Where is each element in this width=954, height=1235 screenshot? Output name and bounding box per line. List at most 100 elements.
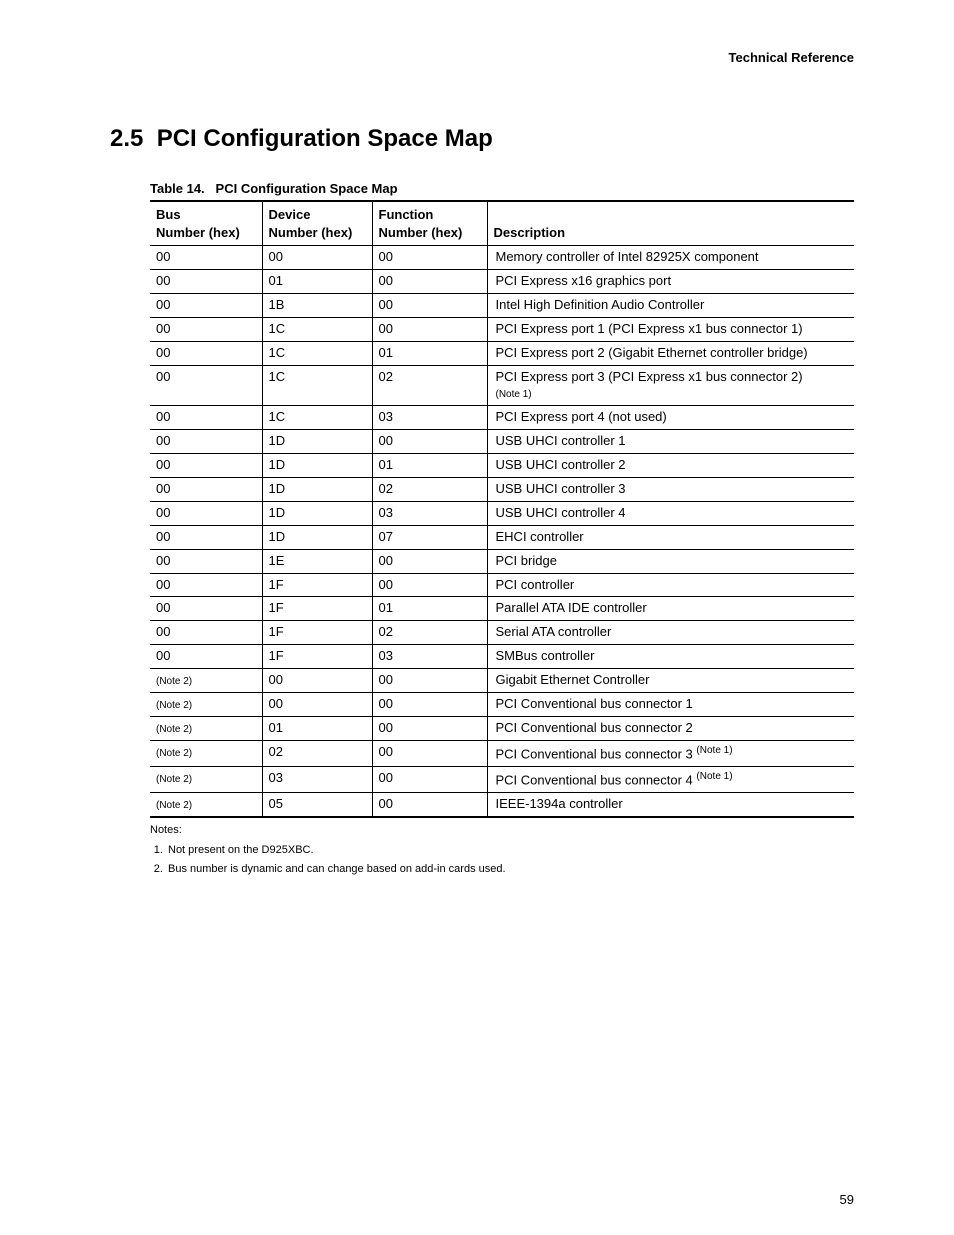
- cell-description: PCI Express x16 graphics port: [487, 269, 854, 293]
- table-row: 001D02USB UHCI controller 3: [150, 478, 854, 502]
- table-row: (Note 2)0500IEEE-1394a controller: [150, 793, 854, 817]
- cell-bus: 00: [150, 406, 262, 430]
- page-number: 59: [840, 1192, 854, 1207]
- cell-device: 1D: [262, 501, 372, 525]
- cell-function: 02: [372, 621, 487, 645]
- col-header-description: Description: [487, 201, 854, 246]
- cell-description: USB UHCI controller 3: [487, 478, 854, 502]
- col-header-fun-l1: Function: [379, 207, 434, 222]
- cell-device: 05: [262, 793, 372, 817]
- cell-bus: 00: [150, 269, 262, 293]
- col-header-bus-l1: Bus: [156, 207, 181, 222]
- cell-description: USB UHCI controller 2: [487, 454, 854, 478]
- cell-description: PCI Express port 2 (Gigabit Ethernet con…: [487, 341, 854, 365]
- table-row: 001C02PCI Express port 3 (PCI Express x1…: [150, 365, 854, 406]
- cell-device: 1C: [262, 341, 372, 365]
- cell-bus: 00: [150, 317, 262, 341]
- cell-device: 02: [262, 740, 372, 766]
- cell-bus: 00: [150, 573, 262, 597]
- cell-bus: (Note 2): [150, 693, 262, 717]
- cell-description: Serial ATA controller: [487, 621, 854, 645]
- cell-description: IEEE-1394a controller: [487, 793, 854, 817]
- table-caption-label: Table 14.: [150, 181, 205, 196]
- cell-function: 03: [372, 645, 487, 669]
- cell-device: 03: [262, 767, 372, 793]
- cell-function: 02: [372, 478, 487, 502]
- col-header-fun-l2: Number (hex): [379, 225, 463, 240]
- cell-function: 02: [372, 365, 487, 406]
- col-header-dev-l2: Number (hex): [269, 225, 353, 240]
- cell-device: 1D: [262, 430, 372, 454]
- col-header-function: Function Number (hex): [372, 201, 487, 246]
- col-header-dev-l1: Device: [269, 207, 311, 222]
- cell-bus: (Note 2): [150, 669, 262, 693]
- cell-device: 1C: [262, 317, 372, 341]
- table-row: 000100PCI Express x16 graphics port: [150, 269, 854, 293]
- table-row: 000000Memory controller of Intel 82925X …: [150, 246, 854, 270]
- table-row: 001D03USB UHCI controller 4: [150, 501, 854, 525]
- cell-description: PCI controller: [487, 573, 854, 597]
- note-item: Not present on the D925XBC.: [166, 842, 854, 860]
- table-row: (Note 2)0300PCI Conventional bus connect…: [150, 767, 854, 793]
- cell-description: Memory controller of Intel 82925X compon…: [487, 246, 854, 270]
- cell-bus: 00: [150, 549, 262, 573]
- cell-device: 1E: [262, 549, 372, 573]
- cell-function: 01: [372, 341, 487, 365]
- cell-device: 00: [262, 669, 372, 693]
- table-row: 001F02Serial ATA controller: [150, 621, 854, 645]
- cell-function: 00: [372, 740, 487, 766]
- cell-function: 00: [372, 793, 487, 817]
- cell-device: 1F: [262, 621, 372, 645]
- cell-device: 1D: [262, 525, 372, 549]
- cell-bus: 00: [150, 621, 262, 645]
- cell-function: 00: [372, 269, 487, 293]
- cell-function: 00: [372, 573, 487, 597]
- cell-function: 00: [372, 549, 487, 573]
- cell-device: 00: [262, 693, 372, 717]
- cell-description: PCI Express port 4 (not used): [487, 406, 854, 430]
- note-item: Bus number is dynamic and can change bas…: [166, 861, 854, 879]
- cell-description: PCI Conventional bus connector 3 (Note 1…: [487, 740, 854, 766]
- cell-device: 1F: [262, 573, 372, 597]
- table-row: 001F00PCI controller: [150, 573, 854, 597]
- cell-description: Intel High Definition Audio Controller: [487, 293, 854, 317]
- table-row: (Note 2)0000PCI Conventional bus connect…: [150, 693, 854, 717]
- table-header-row: Bus Number (hex) Device Number (hex) Fun…: [150, 201, 854, 246]
- cell-function: 01: [372, 597, 487, 621]
- cell-bus: 00: [150, 430, 262, 454]
- cell-description: Gigabit Ethernet Controller: [487, 669, 854, 693]
- cell-bus: (Note 2): [150, 716, 262, 740]
- table-row: 001D00USB UHCI controller 1: [150, 430, 854, 454]
- table-caption: Table 14. PCI Configuration Space Map: [150, 181, 854, 196]
- cell-bus: 00: [150, 645, 262, 669]
- section-heading: 2.5 PCI Configuration Space Map: [110, 125, 854, 153]
- cell-bus: (Note 2): [150, 767, 262, 793]
- table-row: 001C00PCI Express port 1 (PCI Express x1…: [150, 317, 854, 341]
- cell-device: 01: [262, 269, 372, 293]
- cell-function: 07: [372, 525, 487, 549]
- col-header-device: Device Number (hex): [262, 201, 372, 246]
- cell-device: 1D: [262, 478, 372, 502]
- cell-bus: 00: [150, 597, 262, 621]
- table-row: 001C01PCI Express port 2 (Gigabit Ethern…: [150, 341, 854, 365]
- cell-device: 1F: [262, 597, 372, 621]
- cell-description: PCI bridge: [487, 549, 854, 573]
- table-row: 001F03SMBus controller: [150, 645, 854, 669]
- notes-label: Notes:: [150, 822, 854, 840]
- cell-description: Parallel ATA IDE controller: [487, 597, 854, 621]
- cell-device: 1C: [262, 365, 372, 406]
- table-row: 001F01Parallel ATA IDE controller: [150, 597, 854, 621]
- cell-description: PCI Express port 3 (PCI Express x1 bus c…: [487, 365, 854, 406]
- table-row: 001C03PCI Express port 4 (not used): [150, 406, 854, 430]
- table-row: 001B00Intel High Definition Audio Contro…: [150, 293, 854, 317]
- cell-bus: 00: [150, 454, 262, 478]
- cell-bus: (Note 2): [150, 793, 262, 817]
- cell-bus: 00: [150, 501, 262, 525]
- cell-function: 00: [372, 293, 487, 317]
- cell-description: PCI Conventional bus connector 2: [487, 716, 854, 740]
- notes-list: Not present on the D925XBC. Bus number i…: [166, 842, 854, 879]
- cell-device: 00: [262, 246, 372, 270]
- table-caption-title: PCI Configuration Space Map: [216, 181, 398, 196]
- cell-device: 1F: [262, 645, 372, 669]
- cell-description: SMBus controller: [487, 645, 854, 669]
